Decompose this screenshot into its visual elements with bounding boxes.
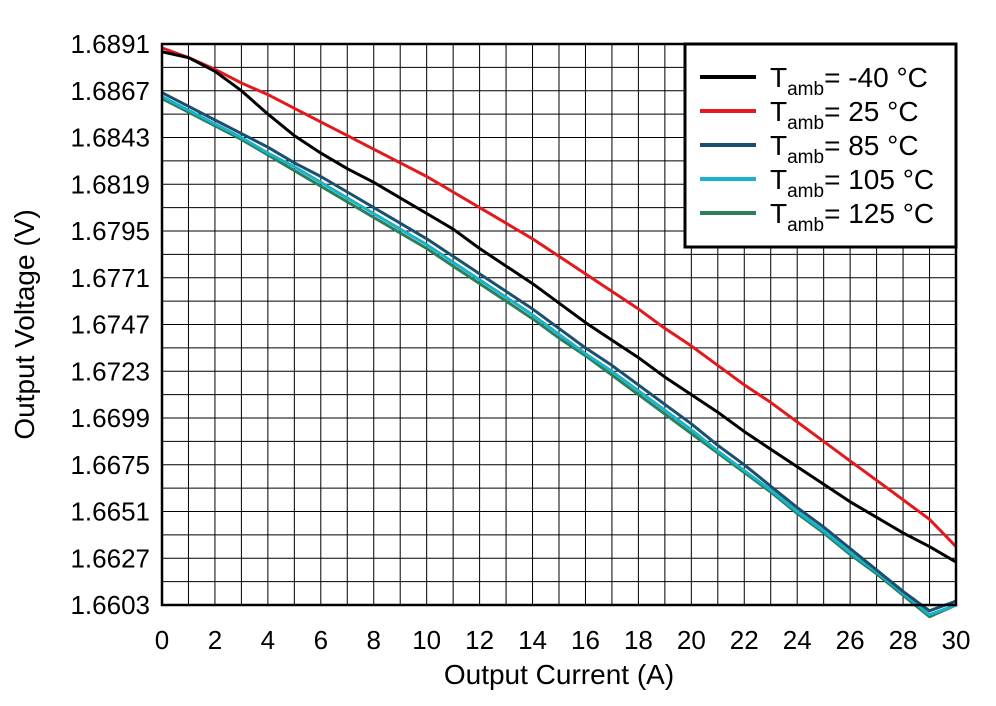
y-tick-label: 1.6675 (70, 450, 150, 480)
x-tick-label: 16 (571, 625, 600, 655)
plot-frame (160, 42, 958, 607)
x-tick-label: 2 (208, 625, 222, 655)
y-tick-label: 1.6723 (70, 356, 150, 386)
x-tick-label: 0 (155, 625, 169, 655)
legend-label: Tamb= 85 °C (770, 130, 919, 168)
x-tick-label: 10 (412, 625, 441, 655)
x-tick-label: 6 (314, 625, 328, 655)
x-tick-label: 12 (465, 625, 494, 655)
x-tick-label: 20 (677, 625, 706, 655)
x-tick-label: 28 (889, 625, 918, 655)
y-tick-label: 1.6699 (70, 403, 150, 433)
y-tick-label: 1.6867 (70, 76, 150, 106)
y-tick-label: 1.6819 (70, 169, 150, 199)
y-tick-label: 1.6651 (70, 497, 150, 527)
y-tick-labels: 1.6603 1.6627 1.6651 1.6675 1.6699 1.6723 1.67… (70, 29, 150, 620)
x-axis-title: Output Current (A) (444, 659, 674, 690)
series-line (161, 95, 957, 617)
x-tick-label: 22 (730, 625, 759, 655)
x-tick-label: 24 (783, 625, 812, 655)
y-tick-label: 1.6795 (70, 216, 150, 246)
x-tick-label: 18 (624, 625, 653, 655)
y-axis-title: Output Voltage (V) (9, 209, 40, 439)
series-line (161, 46, 958, 548)
y-tick-label: 1.6603 (70, 590, 150, 620)
legend-label: Tamb= 25 °C (770, 96, 919, 134)
y-tick-label: 1.6747 (70, 310, 150, 340)
series-line (161, 91, 957, 613)
x-tick-label: 14 (518, 625, 547, 655)
legend-label: Tamb= 125 °C (770, 198, 934, 236)
x-tick-label: 4 (261, 625, 275, 655)
y-tick-label: 1.6771 (70, 263, 150, 293)
y-tick-label: 1.6627 (70, 543, 150, 573)
y-tick-label: 1.6843 (70, 123, 150, 153)
y-tick-label: 1.6891 (70, 29, 150, 59)
x-tick-labels: 0 2 4 6 8 10 12 14 16 18 20 22 24 26 28 30 (155, 625, 971, 655)
x-tick-label: 26 (836, 625, 865, 655)
x-tick-label: 30 (942, 625, 971, 655)
series-lines (161, 46, 958, 619)
legend-label: Tamb= -40 °C (770, 62, 928, 100)
series-line (161, 50, 957, 564)
x-tick-label: 8 (366, 625, 380, 655)
legend-label: Tamb= 105 °C (770, 164, 934, 202)
